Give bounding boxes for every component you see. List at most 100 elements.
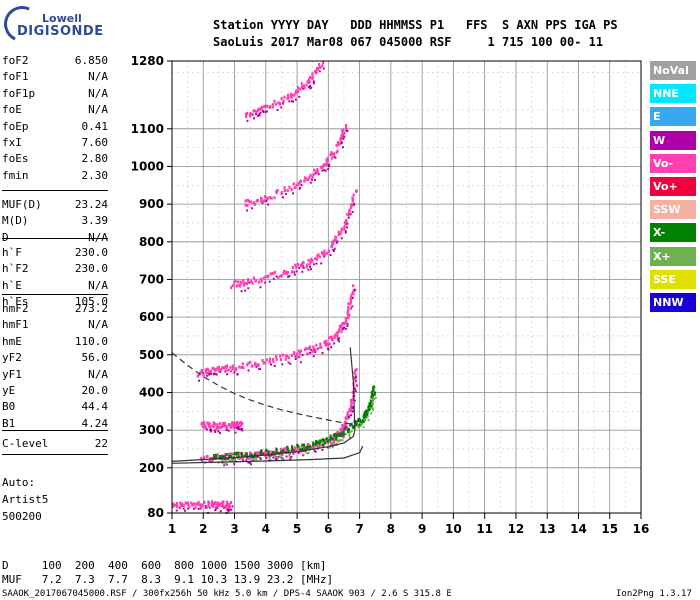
- trace-point: [367, 419, 370, 422]
- trace-point: [352, 284, 355, 288]
- trace-point: [200, 505, 203, 509]
- trace-point: [353, 399, 356, 402]
- chart-axes: 1 2 3 4 5 6 7 8 9 10 11 12 13 14 15 1680200300400500600…: [131, 54, 650, 536]
- trace-point: [228, 460, 231, 463]
- trace-point: [276, 457, 279, 460]
- trace-point: [191, 503, 194, 507]
- trace-point: [249, 451, 252, 455]
- param-row: fmin 2.30: [2, 169, 108, 185]
- footer-version: Ion2Png 1.3.17: [616, 589, 692, 599]
- trace-point: [373, 391, 377, 395]
- trace-point: [274, 270, 277, 274]
- trace-point: [272, 359, 275, 363]
- trace-0: [200, 368, 358, 467]
- trace-point: [354, 390, 357, 393]
- trace-point: [285, 272, 288, 276]
- param-value: N/A: [88, 70, 108, 84]
- trace-point: [228, 508, 231, 511]
- trace-point: [204, 504, 207, 507]
- trace-point: [271, 272, 274, 276]
- trace-point: [247, 361, 250, 365]
- trace-point: [298, 266, 301, 269]
- trace-point: [266, 197, 269, 201]
- x-tick-label: 9: [418, 522, 426, 536]
- trace-point: [247, 199, 251, 203]
- trace-point: [286, 445, 289, 449]
- separator-line: [2, 454, 108, 455]
- trace-point: [336, 240, 339, 243]
- trace-point: [312, 80, 315, 83]
- trace-point: [302, 453, 305, 456]
- trace-point: [190, 501, 193, 505]
- trace-point: [199, 503, 202, 507]
- trace-point: [311, 75, 314, 79]
- trace-point: [272, 456, 275, 459]
- trace-point: [223, 422, 226, 426]
- param-name: foE: [2, 103, 22, 117]
- trace-point: [290, 353, 293, 357]
- trace-point: [239, 284, 242, 288]
- trace-point: [285, 455, 288, 458]
- trace-point: [298, 187, 301, 190]
- trace-point: [259, 286, 262, 289]
- trace-point: [291, 266, 294, 270]
- trace-point: [250, 452, 253, 456]
- trace-point: [339, 232, 342, 236]
- trace-point: [239, 424, 243, 428]
- trace-point: [325, 340, 328, 344]
- trace-point: [372, 388, 375, 392]
- trace-point: [336, 338, 339, 341]
- trace-point: [212, 421, 215, 425]
- trace-point: [181, 502, 184, 506]
- trace-point: [309, 445, 312, 449]
- trace-point: [226, 426, 229, 430]
- trace-point: [296, 90, 299, 94]
- trace-point: [277, 276, 280, 280]
- trace-point: [286, 188, 289, 192]
- trace-point: [299, 448, 302, 452]
- param-value: 22: [94, 437, 108, 450]
- trace-point: [229, 369, 233, 373]
- trace-point: [217, 425, 220, 429]
- trace-5: [244, 61, 325, 122]
- trace-point: [288, 455, 291, 458]
- trace-point: [305, 347, 308, 351]
- trace-point: [264, 281, 267, 284]
- trace-point: [222, 504, 225, 508]
- trace-point: [219, 426, 222, 430]
- param-value: 3.39: [81, 214, 109, 228]
- trace-point: [231, 423, 234, 427]
- trace-point: [370, 412, 373, 415]
- trace-point: [362, 426, 365, 429]
- trace-point: [273, 454, 276, 457]
- trace-point: [204, 506, 207, 509]
- param-name: fmin: [2, 168, 29, 182]
- trace-point: [325, 437, 328, 441]
- trace-point: [351, 407, 354, 410]
- trace-point: [172, 504, 175, 508]
- trace-point: [200, 368, 203, 372]
- trace-point: [299, 179, 303, 183]
- trace-point: [209, 459, 212, 463]
- trace-point: [231, 452, 234, 456]
- trace-point: [227, 369, 230, 372]
- trace-point: [340, 324, 343, 328]
- trace-point: [344, 223, 347, 227]
- trace-point: [334, 238, 337, 242]
- trace-point: [253, 109, 256, 113]
- trace-point: [214, 372, 217, 375]
- trace-point: [229, 425, 232, 429]
- trace-point: [321, 169, 324, 172]
- trace-point: [368, 402, 371, 406]
- trace-point: [351, 296, 354, 299]
- trace-point: [251, 113, 254, 117]
- trace-point: [258, 452, 261, 456]
- trace-point: [172, 502, 175, 506]
- trace-point: [315, 257, 319, 261]
- trace-point: [284, 270, 287, 274]
- trace-point: [321, 438, 324, 442]
- trace-point: [334, 236, 338, 240]
- trace-point: [373, 393, 376, 397]
- param-row: h`F 230.0: [2, 246, 108, 262]
- trace-point: [259, 457, 262, 460]
